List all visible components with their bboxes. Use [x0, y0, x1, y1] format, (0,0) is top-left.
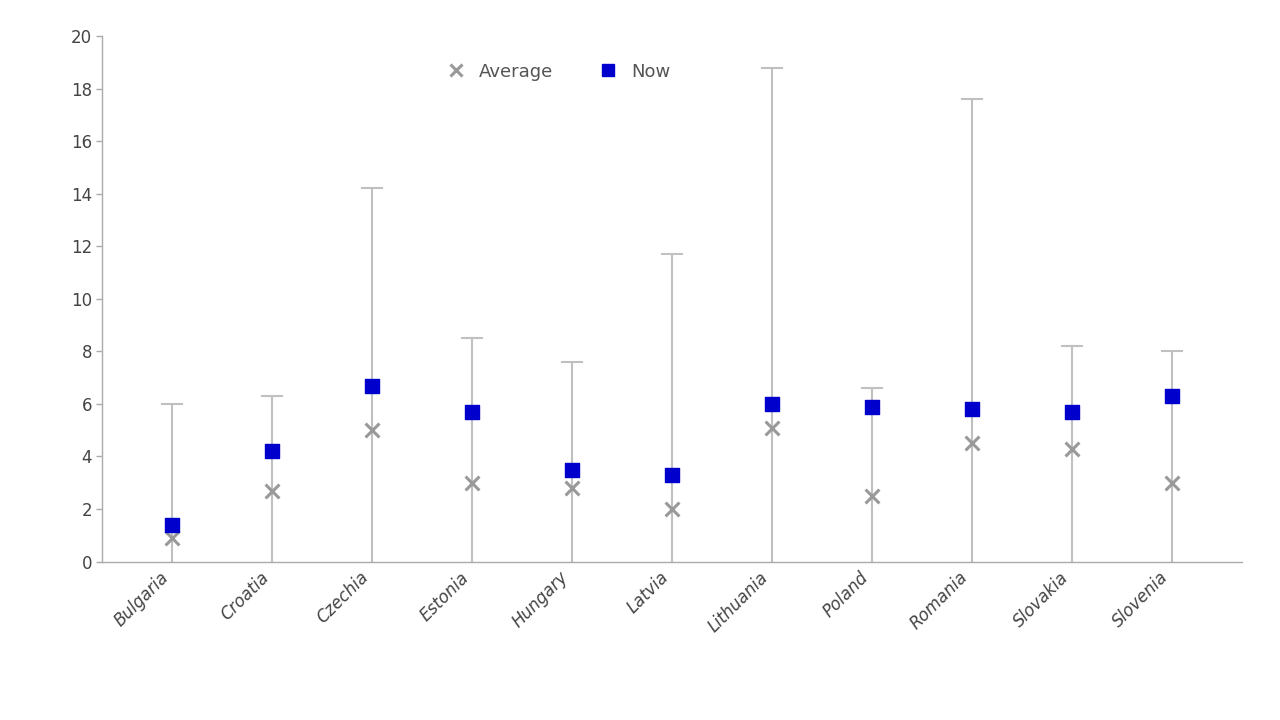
Point [262, 446, 283, 457]
Point [562, 464, 582, 475]
Point [163, 519, 183, 531]
Point [861, 490, 882, 502]
Point [1061, 406, 1082, 418]
Point [462, 406, 483, 418]
Point [961, 403, 982, 415]
Point [462, 477, 483, 489]
Point [762, 398, 782, 410]
Point [662, 469, 682, 481]
Legend: Average, Now: Average, Now [430, 55, 677, 88]
Point [762, 422, 782, 433]
Point [262, 485, 283, 496]
Point [562, 482, 582, 494]
Point [362, 425, 383, 436]
Point [1161, 390, 1181, 402]
Point [961, 438, 982, 449]
Point [362, 379, 383, 391]
Point [1061, 443, 1082, 454]
Point [1161, 477, 1181, 489]
Point [163, 532, 183, 544]
Point [861, 401, 882, 413]
Point [662, 503, 682, 515]
